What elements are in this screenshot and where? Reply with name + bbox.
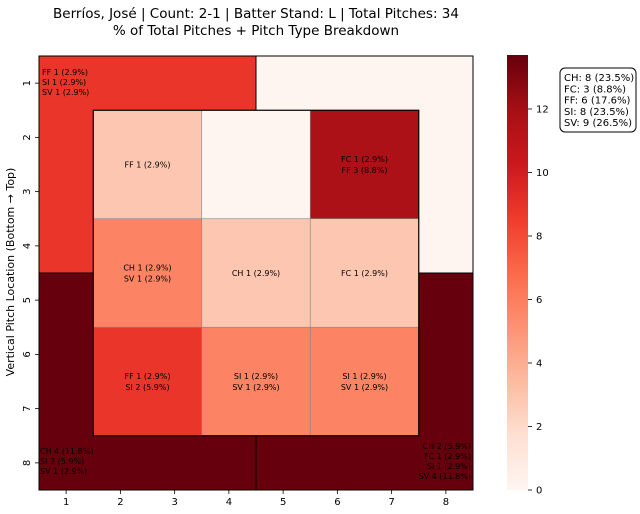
- zone-label: FF 1 (2.9%): [42, 68, 88, 77]
- legend-entry: FF: 6 (17.6%): [564, 96, 630, 107]
- legend-box: [559, 67, 637, 133]
- cell-label: FC 1 (2.9%): [341, 155, 388, 164]
- zone-label: SV 4 (11.8%): [419, 472, 471, 481]
- strike-zone-cell: [92, 109, 203, 220]
- cell-label: SV 1 (2.9%): [232, 383, 279, 392]
- y-tick-label: 6: [22, 351, 33, 357]
- cell-label: CH 1 (2.9%): [232, 269, 280, 278]
- x-tick-label: 2: [117, 497, 123, 508]
- x-tick-label: 3: [171, 497, 177, 508]
- chart-title-line2: % of Total Pitches + Pitch Type Breakdow…: [113, 23, 399, 39]
- strike-zone-cell: [201, 326, 311, 437]
- zone-label: SI 1 (2.9%): [427, 462, 471, 471]
- zone-label: CH 4 (11.8%): [40, 447, 93, 456]
- pitch-type-legend: CH: 8 (23.5%)FC: 3 (8.8%)FF: 6 (17.6%)SI…: [559, 67, 637, 133]
- cell-label: FF 1 (2.9%): [125, 161, 171, 170]
- x-tick-label: 8: [443, 497, 449, 508]
- colorbar-ticks: 0 2 4 6 8 10 12: [528, 104, 549, 497]
- cell-label: SI 1 (2.9%): [234, 372, 278, 381]
- cell-label: FF 1 (2.9%): [125, 372, 171, 381]
- chart-title-line1: Berríos, José | Count: 2-1 | Batter Stan…: [53, 6, 459, 22]
- cell-label: SV 1 (2.9%): [124, 275, 171, 284]
- colorbar-tick-label: 10: [536, 168, 549, 179]
- ticks-layer: 1 2 3 4 5 6 7 8 1 2 3 4 5 6 7 8: [22, 80, 449, 508]
- y-tick-label: 8: [22, 460, 33, 466]
- legend-entry: SV: 9 (26.5%): [564, 118, 632, 129]
- colorbar-tick-label: 8: [536, 231, 542, 242]
- y-tick-label: 7: [22, 405, 33, 411]
- x-tick-label: 7: [388, 497, 394, 508]
- strike-zone-cell: [201, 109, 311, 220]
- zone-label: FC 1 (2.9%): [424, 452, 471, 461]
- strike-zone-cell: [201, 218, 311, 328]
- cell-label: FF 3 (8.8%): [342, 166, 388, 175]
- cell-label: CH 1 (2.9%): [123, 264, 171, 273]
- legend-entry: FC: 3 (8.8%): [564, 84, 626, 95]
- y-tick-label: 4: [22, 243, 33, 249]
- cell-label: SV 1 (2.9%): [341, 383, 388, 392]
- cell-label: FC 1 (2.9%): [341, 269, 388, 278]
- cell-label: SI 2 (5.9%): [125, 383, 169, 392]
- y-tick-label: 2: [22, 134, 33, 140]
- x-tick-label: 4: [226, 497, 232, 508]
- zone-label: CH 2 (5.9%): [423, 442, 471, 451]
- colorbar-gradient: [507, 55, 528, 490]
- x-tick-label: 6: [334, 497, 340, 508]
- y-tick-label: 3: [22, 188, 33, 194]
- colorbar-tick-label: 4: [536, 358, 542, 369]
- cell-label: SI 1 (2.9%): [342, 372, 386, 381]
- legend-items: CH: 8 (23.5%)FC: 3 (8.8%)FF: 6 (17.6%)SI…: [564, 73, 634, 129]
- strike-zone-cell: [309, 326, 420, 437]
- colorbar: 0 2 4 6 8 10 12: [507, 55, 549, 497]
- strike-zone-cell: [309, 109, 420, 220]
- y-axis-label: Vertical Pitch Location (Bottom → Top): [4, 168, 17, 377]
- colorbar-tick-label: 12: [536, 104, 549, 115]
- strike-zone-border: [92, 109, 420, 437]
- x-tick-label: 1: [63, 497, 69, 508]
- strike-zone-cell: [92, 218, 203, 328]
- x-tick-label: 5: [280, 497, 286, 508]
- colorbar-tick-label: 6: [536, 295, 542, 306]
- colorbar-tick-label: 2: [536, 422, 542, 433]
- y-tick-label: 5: [22, 297, 33, 303]
- zone-label: SV 1 (2.9%): [40, 467, 87, 476]
- strike-zone-cell: [309, 218, 420, 328]
- zones-layer: FF 1 (2.9%)SI 1 (2.9%)SV 1 (2.9%)CH 4 (1…: [38, 55, 474, 491]
- legend-entry: SI: 8 (23.5%): [564, 107, 629, 118]
- zone-label: SV 1 (2.9%): [42, 88, 89, 97]
- zone-label: SI 1 (2.9%): [42, 78, 86, 87]
- y-tick-label: 1: [22, 80, 33, 86]
- strike-zone-cell: [92, 326, 203, 437]
- legend-entry: CH: 8 (23.5%): [564, 73, 634, 84]
- zone-label: SI 2 (5.9%): [40, 457, 84, 466]
- colorbar-tick-label: 0: [536, 486, 542, 497]
